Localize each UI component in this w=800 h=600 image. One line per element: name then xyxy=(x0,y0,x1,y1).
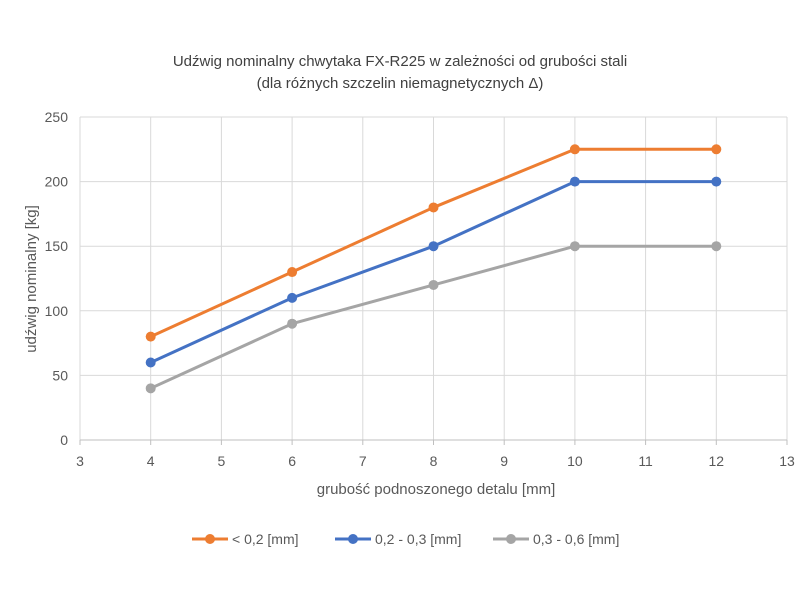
legend-marker xyxy=(348,534,358,544)
legend-item: 0,3 - 0,6 [mm] xyxy=(493,531,619,547)
x-axis: 3 4 5 6 7 8 9 10 11 12 13 xyxy=(76,439,795,469)
data-point xyxy=(428,279,439,290)
series-2 xyxy=(145,176,722,368)
data-point xyxy=(287,292,298,303)
x-tick-label: 4 xyxy=(147,453,155,469)
series-1 xyxy=(145,144,722,342)
data-point xyxy=(711,241,722,252)
x-tick-label: 13 xyxy=(779,453,795,469)
y-tick-label: 200 xyxy=(45,174,69,190)
data-point xyxy=(569,144,580,155)
data-point xyxy=(569,176,580,187)
x-tick-label: 12 xyxy=(709,453,725,469)
x-tick-label: 10 xyxy=(567,453,583,469)
legend-item: 0,2 - 0,3 [mm] xyxy=(335,531,461,547)
x-axis-label: grubość podnoszonego detalu [mm] xyxy=(317,481,555,498)
legend-marker xyxy=(506,534,516,544)
data-point xyxy=(569,241,580,252)
data-point xyxy=(145,357,156,368)
data-point xyxy=(711,144,722,155)
data-point xyxy=(287,267,298,278)
y-axis-label: udźwig nominalny [kg] xyxy=(23,205,40,353)
legend-label: < 0,2 [mm] xyxy=(232,531,299,547)
series-3 xyxy=(145,241,722,394)
y-tick-label: 100 xyxy=(45,303,69,319)
data-point xyxy=(428,241,439,252)
gridlines xyxy=(79,116,788,441)
x-tick-label: 6 xyxy=(288,453,296,469)
y-tick-label: 0 xyxy=(60,432,68,448)
y-tick-label: 250 xyxy=(45,109,69,125)
legend: < 0,2 [mm] 0,2 - 0,3 [mm] 0,3 - 0,6 [mm] xyxy=(192,531,619,547)
x-tick-label: 11 xyxy=(638,453,653,469)
x-tick-label: 8 xyxy=(430,453,438,469)
y-axis: 0 50 100 150 200 250 xyxy=(45,109,69,448)
legend-marker xyxy=(205,534,215,544)
x-tick-label: 5 xyxy=(218,453,226,469)
series-group xyxy=(145,144,722,394)
legend-label: 0,3 - 0,6 [mm] xyxy=(533,531,619,547)
y-tick-label: 50 xyxy=(52,367,68,383)
data-point xyxy=(145,331,156,342)
data-point xyxy=(287,318,298,329)
data-point xyxy=(711,176,722,187)
data-point xyxy=(145,383,156,394)
chart-subtitle: (dla różnych szczelin niemagnetycznych Δ… xyxy=(257,75,544,92)
legend-label: 0,2 - 0,3 [mm] xyxy=(375,531,461,547)
x-tick-label: 7 xyxy=(359,453,367,469)
data-point xyxy=(428,202,439,213)
x-tick-label: 3 xyxy=(76,453,84,469)
y-tick-label: 150 xyxy=(45,238,69,254)
chart-title: Udźwig nominalny chwytaka FX-R225 w zale… xyxy=(173,53,627,70)
x-tick-label: 9 xyxy=(500,453,508,469)
legend-item: < 0,2 [mm] xyxy=(192,531,299,547)
